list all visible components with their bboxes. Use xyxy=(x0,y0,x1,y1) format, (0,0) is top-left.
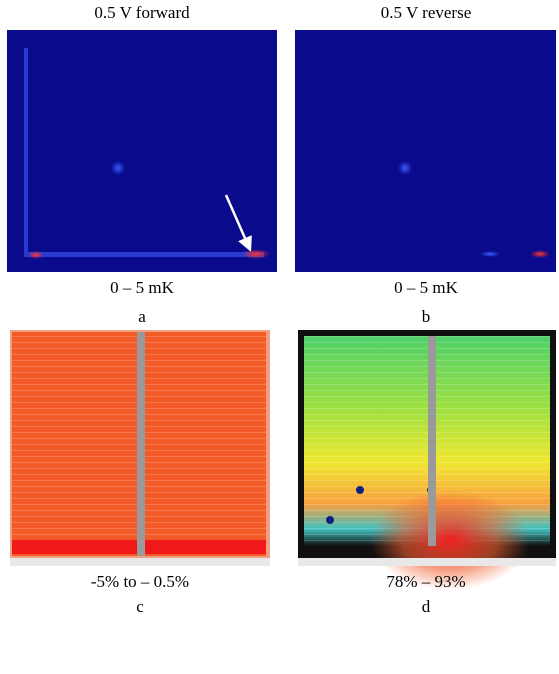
scale-range: 0 – 5 mK xyxy=(394,278,458,297)
panel-label: c xyxy=(136,597,144,616)
panel-label: d xyxy=(422,597,431,616)
scale-range: 0 – 5 mK xyxy=(110,278,174,297)
efficiency-map xyxy=(10,330,270,566)
efficiency-map xyxy=(298,330,556,590)
panel-title: 0.5 V forward xyxy=(94,3,190,22)
panel-label: b xyxy=(422,307,431,326)
panel-label: a xyxy=(138,307,146,326)
scale-range: 78% – 93% xyxy=(386,572,465,591)
thermal-image xyxy=(7,30,277,272)
thermal-image xyxy=(295,30,556,272)
scale-range: -5% to – 0.5% xyxy=(91,572,189,591)
panel-title: 0.5 V reverse xyxy=(381,3,472,22)
